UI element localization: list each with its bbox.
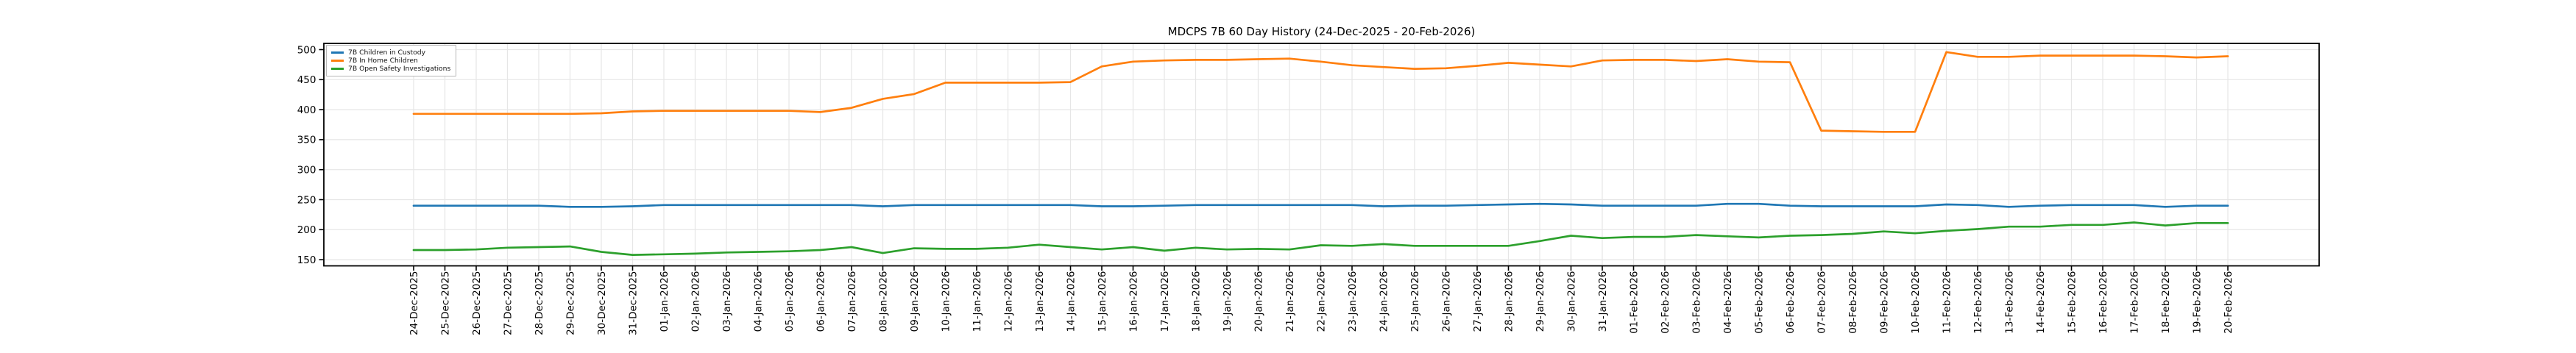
svg-text:13-Jan-2026: 13-Jan-2026 bbox=[1034, 271, 1046, 332]
svg-text:25-Dec-2025: 25-Dec-2025 bbox=[439, 271, 451, 335]
legend-item: 7B In Home Children bbox=[331, 57, 450, 65]
svg-text:05-Feb-2026: 05-Feb-2026 bbox=[1753, 271, 1765, 334]
series-line-2 bbox=[412, 221, 2229, 256]
legend-label: 7B In Home Children bbox=[348, 57, 418, 65]
svg-text:05-Jan-2026: 05-Jan-2026 bbox=[784, 271, 796, 332]
svg-text:17-Jan-2026: 17-Jan-2026 bbox=[1159, 271, 1171, 332]
svg-text:250: 250 bbox=[297, 194, 316, 206]
svg-text:08-Jan-2026: 08-Jan-2026 bbox=[877, 271, 889, 332]
x-tick-labels: 24-Dec-2025 25-Dec-2025 26-Dec-2025 27-Dec-… bbox=[408, 271, 2234, 335]
legend-swatch-custody bbox=[331, 51, 344, 54]
svg-text:15-Jan-2026: 15-Jan-2026 bbox=[1097, 271, 1108, 332]
svg-text:25-Jan-2026: 25-Jan-2026 bbox=[1409, 271, 1421, 332]
svg-text:20-Feb-2026: 20-Feb-2026 bbox=[2223, 271, 2234, 334]
svg-text:03-Feb-2026: 03-Feb-2026 bbox=[1691, 271, 1702, 334]
legend-item: 7B Open Safety Investigations bbox=[331, 65, 450, 73]
svg-text:09-Feb-2026: 09-Feb-2026 bbox=[1878, 271, 1890, 334]
svg-text:200: 200 bbox=[297, 224, 316, 236]
legend-label: 7B Open Safety Investigations bbox=[348, 65, 451, 73]
svg-text:450: 450 bbox=[297, 74, 316, 86]
svg-text:20-Jan-2026: 20-Jan-2026 bbox=[1253, 271, 1264, 332]
svg-text:23-Jan-2026: 23-Jan-2026 bbox=[1347, 271, 1359, 332]
svg-text:07-Feb-2026: 07-Feb-2026 bbox=[1816, 271, 1827, 334]
svg-text:150: 150 bbox=[297, 254, 316, 266]
svg-text:11-Feb-2026: 11-Feb-2026 bbox=[1941, 271, 1953, 334]
svg-text:12-Jan-2026: 12-Jan-2026 bbox=[1002, 271, 1014, 332]
svg-text:24-Jan-2026: 24-Jan-2026 bbox=[1378, 271, 1390, 332]
svg-text:11-Jan-2026: 11-Jan-2026 bbox=[972, 271, 983, 332]
svg-text:400: 400 bbox=[297, 104, 316, 116]
plot-border bbox=[323, 43, 2320, 267]
svg-text:500: 500 bbox=[297, 44, 316, 56]
grid bbox=[324, 43, 2319, 266]
svg-text:21-Jan-2026: 21-Jan-2026 bbox=[1284, 271, 1296, 332]
svg-text:15-Feb-2026: 15-Feb-2026 bbox=[2066, 271, 2078, 334]
svg-text:10-Jan-2026: 10-Jan-2026 bbox=[940, 271, 952, 332]
svg-text:02-Feb-2026: 02-Feb-2026 bbox=[1660, 271, 1671, 334]
svg-text:18-Jan-2026: 18-Jan-2026 bbox=[1190, 271, 1202, 332]
svg-text:17-Feb-2026: 17-Feb-2026 bbox=[2129, 271, 2140, 334]
svg-text:08-Feb-2026: 08-Feb-2026 bbox=[1847, 271, 1859, 334]
chart-title: MDCPS 7B 60 Day History (24-Dec-2025 - 2… bbox=[1167, 25, 1476, 38]
svg-text:28-Dec-2025: 28-Dec-2025 bbox=[534, 271, 545, 335]
svg-text:07-Jan-2026: 07-Jan-2026 bbox=[846, 271, 858, 332]
svg-text:31-Jan-2026: 31-Jan-2026 bbox=[1597, 271, 1609, 332]
y-ticks bbox=[319, 49, 324, 260]
svg-text:300: 300 bbox=[297, 164, 316, 176]
svg-text:29-Dec-2025: 29-Dec-2025 bbox=[565, 271, 576, 335]
svg-text:14-Feb-2026: 14-Feb-2026 bbox=[2035, 271, 2047, 334]
svg-text:26-Jan-2026: 26-Jan-2026 bbox=[1440, 271, 1452, 332]
svg-text:14-Jan-2026: 14-Jan-2026 bbox=[1065, 271, 1077, 332]
svg-text:12-Feb-2026: 12-Feb-2026 bbox=[1972, 271, 1984, 334]
svg-text:10-Feb-2026: 10-Feb-2026 bbox=[1910, 271, 1922, 334]
series-line-1 bbox=[412, 51, 2229, 133]
svg-text:22-Jan-2026: 22-Jan-2026 bbox=[1315, 271, 1327, 332]
svg-text:26-Dec-2025: 26-Dec-2025 bbox=[471, 271, 483, 335]
legend-swatch-safety bbox=[331, 68, 344, 70]
svg-text:02-Jan-2026: 02-Jan-2026 bbox=[690, 271, 701, 332]
svg-text:24-Dec-2025: 24-Dec-2025 bbox=[408, 271, 420, 335]
legend-item: 7B Children in Custody bbox=[331, 49, 450, 57]
svg-text:13-Feb-2026: 13-Feb-2026 bbox=[2003, 271, 2015, 334]
svg-text:16-Feb-2026: 16-Feb-2026 bbox=[2098, 271, 2109, 334]
y-tick-labels: 150 200 250 300 350 400 450 500 bbox=[297, 44, 316, 266]
svg-text:30-Dec-2025: 30-Dec-2025 bbox=[596, 271, 608, 335]
svg-text:18-Feb-2026: 18-Feb-2026 bbox=[2160, 271, 2172, 334]
legend-swatch-inhome bbox=[331, 60, 344, 62]
svg-text:19-Feb-2026: 19-Feb-2026 bbox=[2191, 271, 2203, 334]
legend: 7B Children in Custody 7B In Home Childr… bbox=[326, 45, 457, 76]
svg-text:27-Jan-2026: 27-Jan-2026 bbox=[1472, 271, 1484, 332]
svg-text:06-Feb-2026: 06-Feb-2026 bbox=[1785, 271, 1797, 334]
svg-text:31-Dec-2025: 31-Dec-2025 bbox=[627, 271, 639, 335]
svg-text:19-Jan-2026: 19-Jan-2026 bbox=[1222, 271, 1234, 332]
svg-text:01-Feb-2026: 01-Feb-2026 bbox=[1628, 271, 1640, 334]
svg-text:16-Jan-2026: 16-Jan-2026 bbox=[1128, 271, 1139, 332]
svg-text:28-Jan-2026: 28-Jan-2026 bbox=[1503, 271, 1515, 332]
svg-text:06-Jan-2026: 06-Jan-2026 bbox=[815, 271, 827, 332]
svg-text:09-Jan-2026: 09-Jan-2026 bbox=[909, 271, 921, 332]
svg-text:04-Feb-2026: 04-Feb-2026 bbox=[1722, 271, 1734, 334]
legend-label: 7B Children in Custody bbox=[348, 49, 426, 57]
svg-text:03-Jan-2026: 03-Jan-2026 bbox=[721, 271, 733, 332]
series-line-0 bbox=[412, 202, 2229, 208]
svg-text:04-Jan-2026: 04-Jan-2026 bbox=[752, 271, 764, 332]
svg-text:350: 350 bbox=[297, 135, 316, 146]
x-ticks bbox=[413, 265, 2229, 271]
svg-text:29-Jan-2026: 29-Jan-2026 bbox=[1535, 271, 1546, 332]
svg-text:30-Jan-2026: 30-Jan-2026 bbox=[1565, 271, 1577, 332]
svg-text:27-Dec-2025: 27-Dec-2025 bbox=[502, 271, 514, 335]
svg-text:01-Jan-2026: 01-Jan-2026 bbox=[659, 271, 670, 332]
